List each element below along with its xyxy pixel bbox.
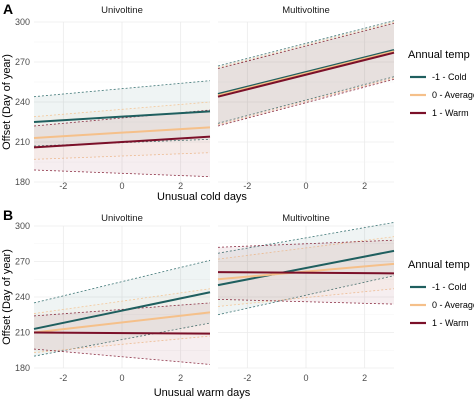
x-axis-title: Unusual cold days: [157, 191, 247, 203]
legend-label: 0 - Average: [432, 90, 474, 100]
x-tick-label: 2: [178, 181, 183, 191]
ci-upper-bound: [33, 288, 211, 314]
x-tick-label: 0: [303, 373, 308, 383]
series-line: [33, 126, 211, 139]
legend-label: 1 - Warm: [432, 108, 469, 118]
x-axis-title: Unusual warm days: [154, 387, 251, 399]
ci-upper-bound: [217, 239, 395, 248]
x-tick-label: -2: [59, 181, 67, 191]
x-tick-label: -2: [59, 373, 67, 383]
panel-letter: A: [3, 1, 13, 17]
y-axis-title: Offset (Day of year): [1, 54, 13, 150]
ci-lower-bound: [217, 298, 395, 305]
legend-label: -1 - Cold: [432, 72, 467, 82]
x-tick-label: 2: [362, 181, 367, 191]
facet-strip-label: Multivoltine: [282, 5, 330, 16]
ci-lower-bound: [33, 322, 211, 357]
y-axis-title: Offset (Day of year): [1, 249, 13, 345]
x-tick-label: -2: [243, 373, 251, 383]
series-line: [217, 49, 395, 95]
y-tick-label: 270: [15, 57, 30, 67]
facet-univoltine: Univoltine -2 0 2: [33, 213, 211, 383]
ci-upper-bound: [217, 236, 395, 260]
series-line: [33, 110, 211, 123]
facet-univoltine: Univoltine -2 0 2: [33, 5, 211, 191]
y-tick-label: 180: [15, 177, 30, 187]
y-tick-label: 300: [15, 17, 30, 27]
series-line: [217, 51, 395, 98]
ci-upper-bound: [33, 80, 211, 98]
series-line: [217, 262, 395, 281]
ci-upper-bound: [33, 101, 211, 118]
facet-strip-label: Multivoltine: [282, 213, 330, 224]
legend-label: 0 - Average: [432, 300, 474, 310]
ci-lower-bound: [33, 169, 211, 178]
ci-ribbon: [34, 288, 210, 353]
y-tick-label: 210: [15, 137, 30, 147]
series-line: [33, 311, 211, 334]
legend-title: Annual temp: [408, 49, 470, 61]
facet-multivoltine: Multivoltine -2 0 2: [217, 213, 395, 383]
ci-ribbon: [34, 110, 210, 177]
legend: Annual temp -1 - Cold 0 - Average 1 - Warm: [408, 259, 474, 328]
x-tick-label: 0: [119, 373, 124, 383]
y-tick-label: 210: [15, 328, 30, 338]
y-tick-label: 270: [15, 257, 30, 267]
x-tick-label: -2: [243, 181, 251, 191]
series-line: [33, 331, 211, 335]
panel-letter: B: [3, 207, 13, 223]
ci-upper-bound: [33, 109, 211, 127]
series-line: [217, 249, 395, 287]
legend-label: 1 - Warm: [432, 318, 469, 328]
y-tick-label: 180: [15, 363, 30, 373]
ci-lower-bound: [33, 335, 211, 354]
ci-lower-bound: [33, 348, 211, 365]
ci-upper-bound: [217, 222, 395, 254]
y-tick-label: 300: [15, 221, 30, 231]
series-line: [217, 271, 395, 275]
x-tick-label: 2: [362, 373, 367, 383]
ci-lower-bound: [217, 288, 395, 307]
x-tick-label: 0: [303, 181, 308, 191]
legend-label: -1 - Cold: [432, 282, 467, 292]
y-tick-label: 240: [15, 97, 30, 107]
x-tick-label: 2: [178, 373, 183, 383]
x-tick-label: 0: [119, 181, 124, 191]
facet-strip-label: Univoltine: [101, 5, 143, 16]
legend-title: Annual temp: [408, 259, 470, 271]
legend: Annual temp -1 - Cold 0 - Average 1 - Warm: [408, 49, 474, 118]
series-line: [33, 135, 211, 149]
facet-multivoltine: Multivoltine -2 0 2: [217, 5, 395, 191]
series-line: [217, 50, 395, 97]
ci-upper-bound: [33, 302, 211, 317]
y-tick-label: 240: [15, 292, 30, 302]
facet-strip-label: Univoltine: [101, 213, 143, 224]
ci-lower-bound: [33, 152, 211, 160]
series-line: [33, 291, 211, 330]
